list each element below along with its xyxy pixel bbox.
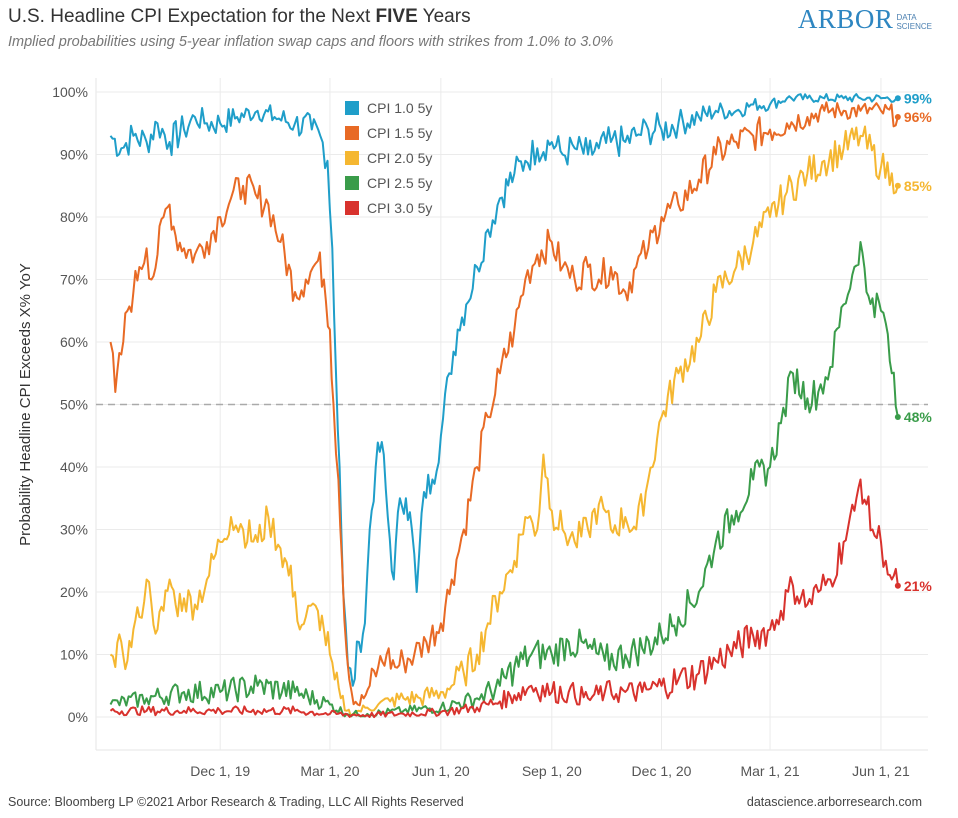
series-line-3: [109, 125, 899, 718]
y-tick-label: 50%: [60, 397, 88, 413]
y-tick-label: 0%: [68, 709, 88, 725]
x-tick-label: Dec 1, 20: [632, 763, 692, 779]
legend-label: CPI 1.0 5y: [367, 100, 432, 116]
series-line-1: [109, 93, 899, 687]
series-end-label: 48%: [904, 409, 933, 425]
y-tick-label: 40%: [60, 459, 88, 475]
logo-subtext: DATA SCIENCE: [896, 13, 932, 31]
grid-layer: [95, 78, 928, 751]
chart-title: U.S. Headline CPI Expectation for the Ne…: [8, 6, 471, 28]
x-tick-label: Jun 1, 20: [412, 763, 470, 779]
line-chart: 0% 10% 20% 30% 40% 50% 60% 70% 80% 90% 100% Dec 1, …: [17, 78, 933, 779]
y-axis-title: Probability Headline CPI Exceeds X% YoY: [17, 263, 34, 546]
legend-swatch: [345, 101, 359, 115]
series-layer: [109, 93, 899, 719]
x-tick-label: Sep 1, 20: [522, 763, 582, 779]
axis-layer: 0% 10% 20% 30% 40% 50% 60% 70% 80% 90% 100% Dec 1, …: [17, 84, 910, 779]
logo-wordmark: ARBOR: [797, 4, 894, 34]
legend-label: CPI 2.5 5y: [367, 175, 432, 191]
title-prefix: U.S. Headline CPI Expectation for the Ne…: [8, 6, 376, 27]
series-end-marker: [894, 414, 901, 420]
y-tick-label: 10%: [60, 647, 88, 663]
y-tick-label: 60%: [60, 334, 88, 350]
series-end-label: 21%: [904, 578, 933, 594]
chart-subtitle: Implied probabilities using 5-year infla…: [8, 34, 614, 50]
x-tick-label: Dec 1, 19: [190, 763, 250, 779]
end-labels: 99% 96% 85% 48% 21%: [894, 90, 933, 594]
legend-label: CPI 3.0 5y: [367, 200, 432, 216]
legend-label: CPI 2.0 5y: [367, 150, 432, 166]
series-end-label: 96%: [904, 109, 933, 125]
source-note: Source: Bloomberg LP ©2021 Arbor Researc…: [8, 795, 464, 809]
arbor-logo: ARBOR DATA SCIENCE: [798, 6, 932, 33]
legend-swatch: [345, 151, 359, 165]
y-tick-label: 80%: [60, 209, 88, 225]
series-line-5: [109, 478, 899, 719]
logo-sub-science: SCIENCE: [896, 22, 932, 31]
title-suffix: Years: [417, 6, 471, 27]
legend-swatch: [345, 176, 359, 190]
legend: CPI 1.0 5y CPI 1.5 5y CPI 2.0 5y CPI 2.5 5y…: [345, 100, 432, 216]
source-url: datascience.arborresearch.com: [746, 795, 922, 809]
series-line-2: [109, 101, 899, 707]
series-line-4: [109, 241, 899, 718]
y-tick-label: 20%: [60, 584, 88, 600]
legend-swatch: [345, 201, 359, 215]
legend-label: CPI 1.5 5y: [367, 125, 432, 141]
y-tick-label: 90%: [60, 147, 88, 163]
y-tick-label: 100%: [52, 84, 88, 100]
series-end-label: 99%: [904, 90, 933, 106]
series-end-marker: [894, 114, 901, 120]
legend-swatch: [345, 126, 359, 140]
y-tick-label: 70%: [60, 272, 88, 288]
title-emphasis: FIVE: [375, 6, 418, 27]
logo-sub-data: DATA: [896, 13, 917, 22]
series-end-marker: [894, 582, 901, 589]
series-end-label: 85%: [904, 178, 933, 194]
x-tick-label: Mar 1, 21: [740, 763, 799, 779]
series-end-marker: [894, 95, 901, 102]
x-tick-label: Mar 1, 20: [300, 763, 359, 779]
y-tick-label: 30%: [60, 522, 88, 538]
x-tick-label: Jun 1, 21: [852, 763, 910, 779]
series-end-marker: [894, 182, 901, 189]
